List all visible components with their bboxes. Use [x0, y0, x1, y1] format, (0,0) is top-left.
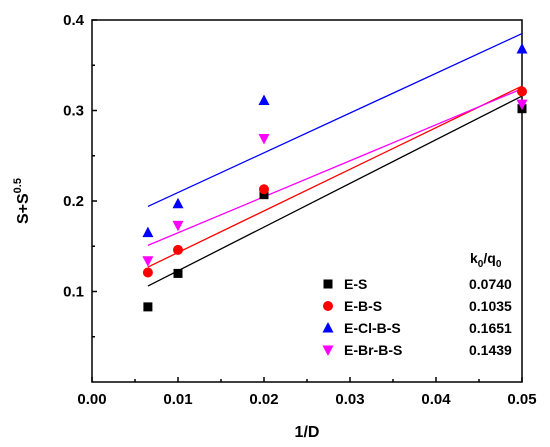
- data-markers: [142, 42, 528, 312]
- data-point-e-br-b-s: [172, 220, 184, 232]
- x-tick-label: 0.04: [421, 391, 451, 408]
- y-axis-title: S+S0.5: [12, 178, 32, 224]
- legend-marker-e-b-s: [323, 301, 333, 311]
- legend-label: E-S: [344, 276, 367, 292]
- y-axis-ticks: 0.1 0.2 0.3 0.4: [63, 12, 97, 338]
- legend-label: E-Cl-B-S: [344, 320, 401, 336]
- legend-value: 0.0740: [469, 276, 512, 292]
- legend-marker-e-s: [323, 279, 333, 289]
- fit-line-e-cl-b-s: [147, 32, 523, 208]
- y-tick-label: 0.4: [63, 12, 85, 29]
- legend-header-q: /q: [483, 250, 495, 266]
- data-point-e-cl-b-s: [258, 94, 270, 106]
- x-tick-label: 0.02: [249, 391, 278, 408]
- data-point-e-s: [259, 190, 269, 200]
- legend-header-sub1: 0: [478, 259, 484, 270]
- x-axis-title: 1/D: [295, 424, 320, 441]
- x-axis-ticks: 0.00 0.01 0.02 0.03 0.04 0.05: [77, 377, 537, 408]
- legend-header-k: k: [470, 250, 478, 266]
- data-point-e-cl-b-s: [172, 197, 184, 209]
- fit-line-e-s: [147, 95, 523, 287]
- legend-label: E-Br-B-S: [344, 342, 402, 358]
- legend-value: 0.1439: [469, 342, 512, 358]
- data-point-e-b-s: [173, 244, 183, 255]
- legend-header-sub2: 0: [496, 259, 502, 270]
- data-point-e-br-b-s: [142, 256, 154, 267]
- data-point-e-br-b-s: [258, 134, 270, 145]
- legend-marker-e-br-b-s: [322, 345, 334, 356]
- y-tick-label: 0.2: [63, 193, 84, 210]
- data-point-e-cl-b-s: [516, 42, 528, 54]
- fit-lines: [147, 32, 523, 287]
- y-axis-title-main: S+S: [15, 193, 32, 224]
- x-tick-label: 0.05: [507, 391, 536, 408]
- data-point-e-b-s: [142, 267, 153, 278]
- data-point-e-cl-b-s: [142, 226, 154, 238]
- legend-value: 0.1035: [469, 298, 512, 314]
- x-tick-label: 0.00: [77, 391, 106, 408]
- data-point-e-br-b-s: [516, 99, 528, 111]
- data-point-e-s: [143, 302, 153, 312]
- data-point-e-s: [173, 268, 183, 278]
- y-tick-label: 0.3: [63, 103, 84, 120]
- plot-frame: [91, 19, 523, 383]
- fit-line-e-br-b-s: [147, 88, 523, 246]
- data-point-e-b-s: [259, 184, 269, 195]
- legend-label: E-B-S: [344, 298, 382, 314]
- x-tick-label: 0.03: [335, 391, 364, 408]
- legend-header: k0/q0: [470, 250, 502, 270]
- fit-line-e-b-s: [147, 85, 523, 268]
- x-tick-label: 0.01: [163, 391, 192, 408]
- y-axis-title-superscript: 0.5: [12, 178, 24, 193]
- legend-marker-e-cl-b-s: [322, 322, 334, 333]
- y-tick-label: 0.1: [63, 284, 84, 301]
- legend-value: 0.1651: [469, 320, 512, 336]
- data-point-e-b-s: [517, 86, 527, 97]
